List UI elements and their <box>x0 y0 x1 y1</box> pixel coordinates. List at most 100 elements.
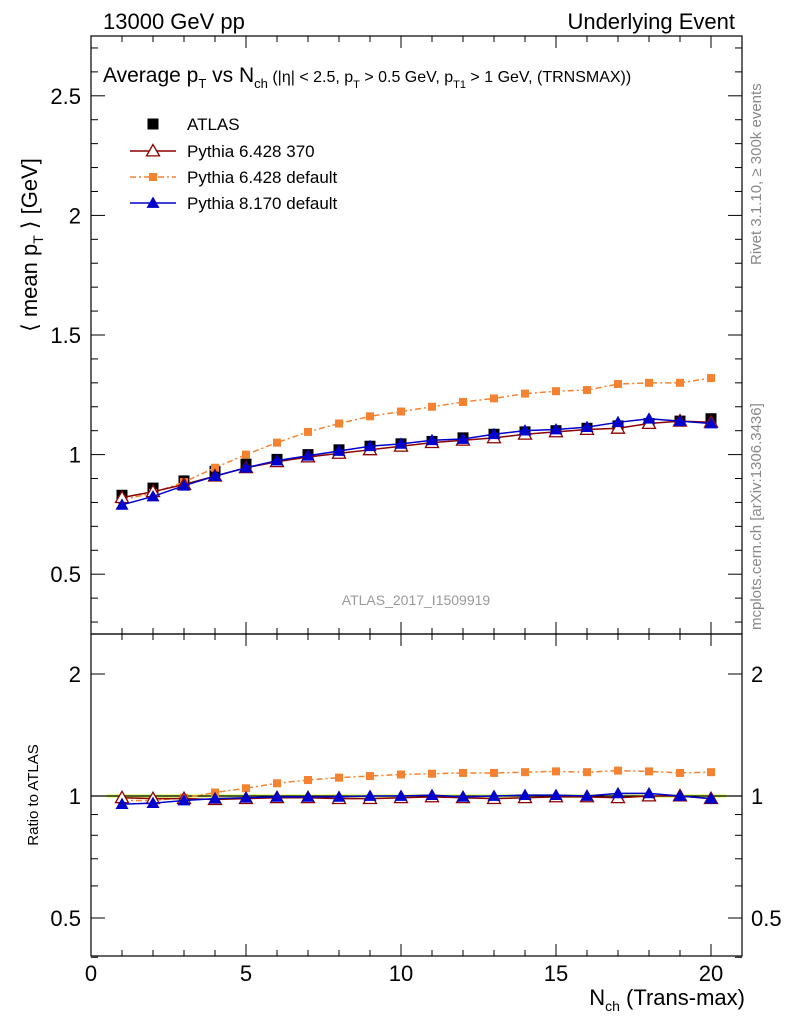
pythia-8-170-default-ratio-point <box>239 791 253 803</box>
legend-marker-pythia-6-428-default <box>149 173 157 181</box>
pythia-6-428-default-point <box>397 407 405 416</box>
pythia-6-428-370-point <box>610 420 626 434</box>
pythia-8-170-default-ratio-point <box>487 789 501 801</box>
pythia-8-170-default-ratio-point <box>425 788 439 800</box>
legend-label-pythia-6-428-370: Pythia 6.428 370 <box>187 142 315 161</box>
pythia-8-170-default-point <box>177 479 191 491</box>
pythia-6-428-default-point <box>552 387 560 396</box>
legend-marker-pythia-6-428-370 <box>145 143 161 157</box>
pythia-6-428-default-ratio-point <box>366 772 374 781</box>
pythia-6-428-default-ratio-point <box>707 768 715 777</box>
y-tick-label: 2.5 <box>50 84 81 109</box>
pythia-8-170-default-ratio-point <box>518 788 532 800</box>
mcplots-label: mcplots.cern.ch [arXiv:1306.3436] <box>748 403 765 630</box>
ratio-tick-label: 2 <box>69 662 81 687</box>
y-axis-label: ⟨ mean pT ⟩ [GeV] <box>17 158 46 332</box>
pythia-8-170-default-ratio-point <box>177 793 191 806</box>
pythia-8-170-default-point <box>239 461 253 473</box>
pythia-8-170-default-point <box>518 424 532 436</box>
axis-ticks: 0 5 10 15 20 0.5 1 1.5 2 2.5 0.5 0.5 1 1 2 2 <box>50 36 782 986</box>
pythia-6-428-default-ratio-point <box>335 773 343 782</box>
pythia-8-170-default-point <box>425 433 439 446</box>
pythia-8-170-default-ratio-point <box>642 786 656 799</box>
x-tick-label: 20 <box>699 961 723 986</box>
pythia-6-428-default-line <box>121 377 712 501</box>
y-tick-label: 1.5 <box>50 323 81 348</box>
pythia-8-170-default-point <box>704 417 718 429</box>
pythia-8-170-default-ratio-point <box>704 792 718 804</box>
pythia-6-428-default-point <box>490 394 498 403</box>
pythia-6-428-default-ratio-point <box>490 768 498 777</box>
pythia-6-428-default-ratio-point <box>645 767 653 776</box>
pythia-8-170-default-point <box>301 449 315 461</box>
pythia-8-170-default-point <box>611 415 625 428</box>
rivet-version-label: Rivet 3.1.10, ≥ 300k events <box>748 83 765 265</box>
pythia-6-428-default-point <box>583 386 591 395</box>
pythia-8-170-default-ratio-point <box>301 790 315 802</box>
ratio-plot-frame <box>90 633 743 957</box>
pythia-6-428-default-ratio-point <box>583 768 591 777</box>
y-tick-label: 2 <box>69 203 81 228</box>
pythia-6-428-default-point <box>614 380 622 389</box>
pythia-6-428-default-ratio-point <box>242 784 250 793</box>
pythia-8-170-default-point <box>394 437 408 449</box>
x-tick-label: 10 <box>389 961 413 986</box>
pythia-6-428-default-ratio-line <box>122 769 712 802</box>
analysis-id-label: ATLAS_2017_I1509919 <box>342 592 491 608</box>
pythia-8-170-default-point <box>332 444 346 456</box>
ratio-tick-label: 0.5 <box>50 906 81 931</box>
pythia-8-170-default-point <box>456 432 470 444</box>
pythia-8-170-default-point <box>487 427 501 440</box>
pythia-6-428-default-point <box>304 427 312 436</box>
pythia-8-170-default-point <box>549 422 563 435</box>
ratio-tick-label: 2 <box>751 662 763 687</box>
pythia-6-428-default-point <box>428 402 436 411</box>
pythia-8-170-default-point <box>115 498 129 510</box>
pythia-6-428-default-point <box>335 419 343 428</box>
pythia-8-170-default-line <box>121 417 712 506</box>
pythia-6-428-default-ratio-point <box>552 767 560 776</box>
pythia-8-170-default-ratio-point <box>208 792 222 804</box>
pythia-6-428-default-ratio-point <box>273 779 281 788</box>
legend-marker-atlas <box>147 118 159 130</box>
pythia-6-428-default-point <box>366 412 374 421</box>
pythia-8-170-default-point <box>642 412 656 424</box>
plot-title: Average pT vs Nch (|η| < 2.5, pT > 0.5 G… <box>103 64 631 91</box>
x-tick-label: 0 <box>85 961 97 986</box>
energy-label: 13000 GeV pp <box>103 9 245 34</box>
legend-label-atlas: ATLAS <box>187 115 240 134</box>
pythia-8-170-default-point <box>363 439 377 452</box>
pythia-8-170-default-ratio-point <box>673 789 687 801</box>
pythia-6-428-default-ratio-point <box>304 776 312 785</box>
pythia-6-428-default-point <box>242 450 250 459</box>
legend-marker-pythia-8-170-default <box>146 196 160 208</box>
pythia-6-428-default-point <box>459 397 467 406</box>
pythia-6-428-default-ratio-point <box>459 768 467 777</box>
x-axis-label: Nch (Trans-max) <box>589 985 745 1014</box>
pythia-6-428-default-ratio-point <box>676 768 684 777</box>
pythia-8-170-default-ratio-point <box>580 789 594 801</box>
pythia-8-170-default-ratio-point <box>270 790 284 802</box>
pythia-8-170-default-ratio-point <box>394 789 408 801</box>
pythia-8-170-default-ratio-point <box>456 790 470 802</box>
legend-label-pythia-6-428-default: Pythia 6.428 default <box>187 168 338 187</box>
pythia-8-170-default-point <box>146 489 160 502</box>
pythia-6-428-default-point <box>273 438 281 447</box>
ratio-tick-label: 1 <box>751 784 763 809</box>
pythia-8-170-default-point <box>208 469 222 482</box>
pythia-8-170-default-ratio-point <box>332 790 346 802</box>
pythia-8-170-default-ratio-point <box>611 786 625 799</box>
pythia-6-428-default-point <box>707 374 715 383</box>
pythia-6-428-default-ratio-point <box>428 769 436 778</box>
pythia-8-170-default-ratio-point <box>115 797 129 809</box>
process-label: Underlying Event <box>567 9 735 34</box>
legend: ATLAS Pythia 6.428 370 Pythia 6.428 defaul… <box>130 115 338 213</box>
pythia-6-428-default-point <box>211 463 219 472</box>
pythia-8-170-default-point <box>270 454 284 466</box>
pythia-6-428-default-ratio-point <box>397 770 405 779</box>
pythia-8-170-default-ratio-point <box>146 796 160 809</box>
y-tick-label: 0.5 <box>50 562 81 587</box>
y-tick-label: 1 <box>69 443 81 468</box>
pythia-8-170-default-ratio-point <box>363 789 377 801</box>
